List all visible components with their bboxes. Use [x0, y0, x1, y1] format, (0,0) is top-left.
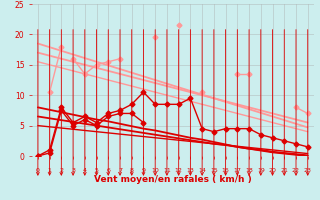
- X-axis label: Vent moyen/en rafales ( km/h ): Vent moyen/en rafales ( km/h ): [94, 175, 252, 184]
